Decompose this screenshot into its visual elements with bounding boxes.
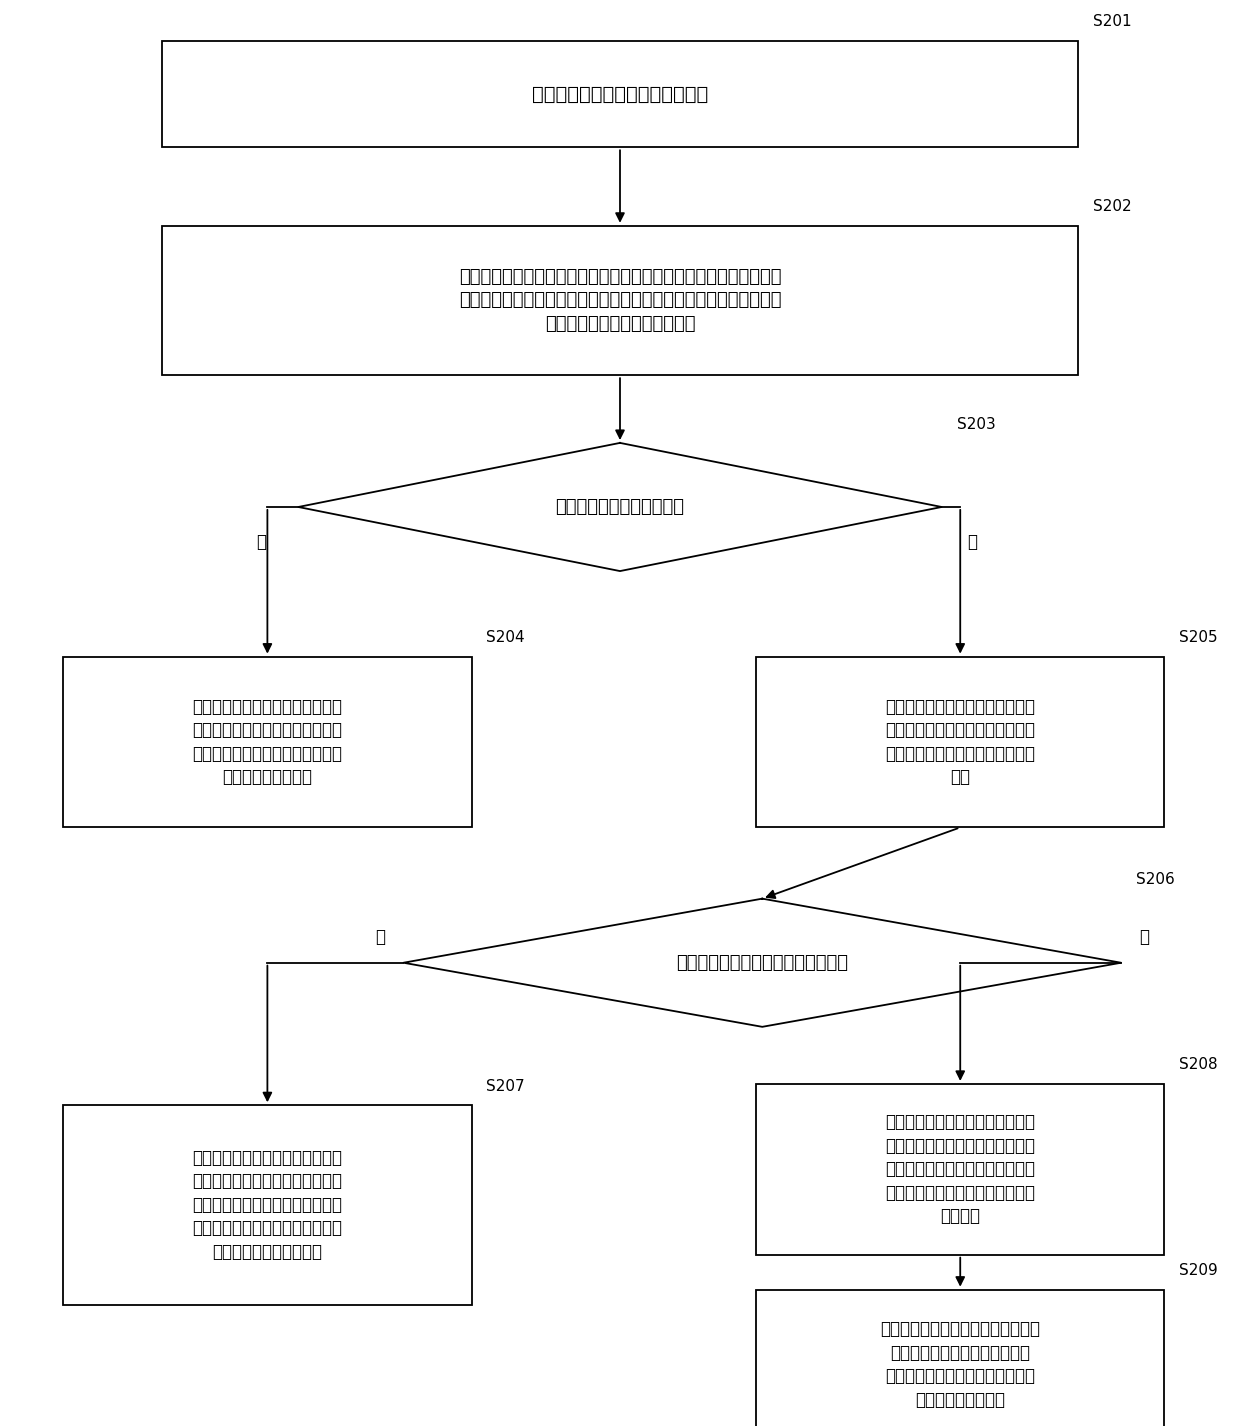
- Text: 停留时间是否超过预设的可停留时长: 停留时间是否超过预设的可停留时长: [676, 953, 848, 972]
- Text: 当累积停留时间超过可停留时长时，
向关联的远程终端发送第三预警
信息，第三预警信息包括用户所在
位置和累积停留时间: 当累积停留时间超过可停留时长时， 向关联的远程终端发送第三预警 信息，第三预警信…: [880, 1320, 1040, 1408]
- Text: 对穿戴式设备用户的位置进行监测: 对穿戴式设备用户的位置进行监测: [532, 84, 708, 104]
- Text: 是: 是: [257, 532, 267, 551]
- Text: 否: 否: [967, 532, 977, 551]
- Text: S209: S209: [1179, 1263, 1218, 1279]
- Text: S205: S205: [1179, 631, 1218, 645]
- Text: 当检测到穿戴式设备用户在目标区
域的停留时间超过预设的可停留时
长时，向关联的远程终端发送第二
预警信息，第二预警信息包括用户
所在位置和所述停留时间: 当检测到穿戴式设备用户在目标区 域的停留时间超过预设的可停留时 长时，向关联的远…: [192, 1149, 342, 1261]
- Text: S202: S202: [1092, 200, 1131, 214]
- FancyBboxPatch shape: [756, 1290, 1164, 1427]
- Text: 否: 否: [1140, 928, 1149, 946]
- Text: 停留次数是否超过预设次数: 停留次数是否超过预设次数: [556, 498, 684, 517]
- FancyBboxPatch shape: [756, 656, 1164, 828]
- Text: S207: S207: [486, 1079, 525, 1093]
- Text: 当检测到穿戴式设备用户在目标区
域的停留时间未超过预设的可停留
时长时，获取预设时间段内穿戴式
设备用户在不同目标区域内的累积
停留时间: 当检测到穿戴式设备用户在目标区 域的停留时间未超过预设的可停留 时长时，获取预设…: [885, 1113, 1035, 1226]
- Text: S203: S203: [956, 417, 996, 431]
- Text: 当停留次数超过预设次数时，向关
联的远程终端发送第一预警信息，
第一预警信息包括穿戴式设备用户
所在位置和停留次数: 当停留次数超过预设次数时，向关 联的远程终端发送第一预警信息， 第一预警信息包括…: [192, 698, 342, 786]
- Text: 当监测到穿戴式设备用户的当前位置位于预先设置的目标区域内时，
获取穿戴式设备用户的历史停留信息，根据历史停留信息计算穿戴式
设备用户在当前位置的停留次数: 当监测到穿戴式设备用户的当前位置位于预先设置的目标区域内时， 获取穿戴式设备用户…: [459, 268, 781, 332]
- Text: 当停留次数未超过预设次数时，向
穿戴式设备用户输出提示信息，以
提醒所述穿戴式设备用户离开目标
区域: 当停留次数未超过预设次数时，向 穿戴式设备用户输出提示信息，以 提醒所述穿戴式设…: [885, 698, 1035, 786]
- FancyBboxPatch shape: [162, 225, 1078, 375]
- FancyBboxPatch shape: [756, 1083, 1164, 1254]
- FancyBboxPatch shape: [63, 656, 471, 828]
- Text: S206: S206: [1136, 872, 1174, 888]
- FancyBboxPatch shape: [63, 1104, 471, 1304]
- Text: S208: S208: [1179, 1057, 1218, 1073]
- Text: S204: S204: [486, 631, 525, 645]
- Text: 是: 是: [374, 928, 384, 946]
- Text: S201: S201: [1092, 14, 1131, 29]
- FancyBboxPatch shape: [162, 40, 1078, 147]
